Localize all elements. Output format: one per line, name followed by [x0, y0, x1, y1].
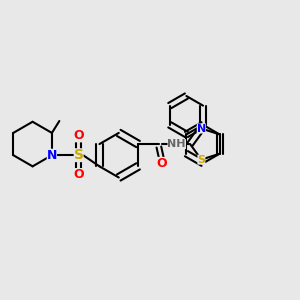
Text: N: N — [47, 149, 57, 162]
Text: O: O — [73, 168, 84, 181]
Text: N: N — [197, 124, 206, 134]
Text: O: O — [157, 157, 167, 170]
Text: S: S — [197, 154, 206, 165]
Text: S: S — [74, 148, 84, 162]
Text: NH: NH — [167, 139, 186, 149]
Text: O: O — [73, 129, 84, 142]
